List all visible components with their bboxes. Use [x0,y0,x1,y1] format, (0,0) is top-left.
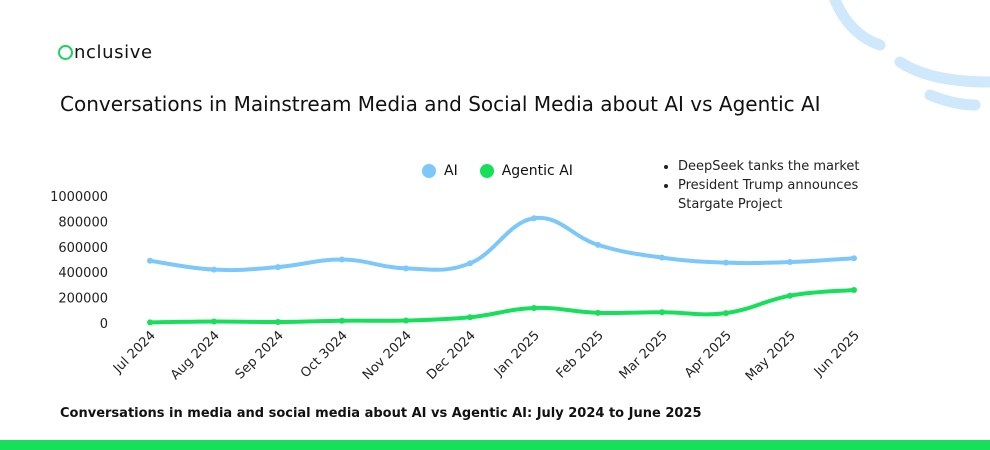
x-tick-label: Aug 2024 [168,328,223,383]
y-tick-label: 1000000 [50,190,108,205]
y-tick-label: 0 [100,317,108,332]
line-chart: 0 200000 400000 600000 800000 1000000 Jul 2024… [50,190,863,384]
legend-ai-label: AI [444,163,458,179]
data-point-agentic-ai [467,314,473,321]
y-tick-label: 800000 [58,215,108,230]
data-point-ai [467,260,473,267]
data-point-ai [211,266,217,273]
x-tick-label: Mar 2025 [617,328,671,382]
chart-caption: Conversations in media and social media … [60,406,702,421]
x-tick-label: Jun 2025 [811,328,863,380]
data-point-ai [659,254,665,261]
x-tick-label: Jul 2024 [110,328,159,377]
data-point-agentic-ai [211,318,217,325]
data-point-agentic-ai [339,317,345,324]
x-tick-label: Oct 3024 [298,328,351,381]
data-point-agentic-ai [403,317,409,324]
annotation-deepseek: DeepSeek tanks the market [678,157,918,176]
legend-agentic-label: Agentic AI [501,163,573,179]
data-point-ai [403,265,409,272]
x-tick-label: Dec 2024 [424,328,479,383]
x-tick-label: May 2025 [743,328,799,384]
footer-bar [0,440,990,450]
data-point-ai [339,256,345,263]
data-point-agentic-ai [595,309,601,316]
x-tick-label: Nov 2024 [360,328,415,383]
x-tick-label: Jan 2025 [491,328,543,380]
data-point-ai [851,255,857,262]
legend-item-ai: AI [422,163,458,179]
data-point-agentic-ai [723,310,729,317]
x-tick-label: Feb 2025 [554,328,607,381]
data-point-agentic-ai [851,286,857,293]
brand-ring-icon [58,45,73,60]
series-line-agentic-ai [148,287,856,325]
event-annotations: DeepSeek tanks the market President Trum… [660,157,918,214]
data-point-agentic-ai [787,292,793,299]
brand-logo: nclusive [58,42,153,63]
legend-item-agentic: Agentic AI [479,163,573,179]
data-point-ai [787,259,793,266]
data-point-ai [275,264,281,271]
data-point-agentic-ai [531,305,537,312]
data-point-ai [723,259,729,266]
data-point-ai [531,215,537,222]
series-line-ai [148,215,856,273]
y-tick-label: 600000 [58,241,108,256]
data-point-ai [147,257,153,264]
brand-name: nclusive [74,42,153,63]
x-tick-label: Apr 2025 [682,328,735,381]
chart-legend: AI Agentic AI [422,163,595,179]
data-point-agentic-ai [147,319,153,326]
y-tick-label: 400000 [58,266,108,281]
x-tick-label: Sep 2024 [233,328,287,382]
data-point-agentic-ai [659,309,665,316]
chart-title: Conversations in Mainstream Media and So… [60,92,821,116]
annotation-stargate: President Trump announces Stargate Proje… [678,176,918,214]
data-point-ai [595,241,601,248]
y-tick-label: 200000 [58,292,108,307]
legend-agentic-dot [479,164,494,178]
data-point-agentic-ai [275,318,281,325]
legend-ai-dot [422,164,436,178]
